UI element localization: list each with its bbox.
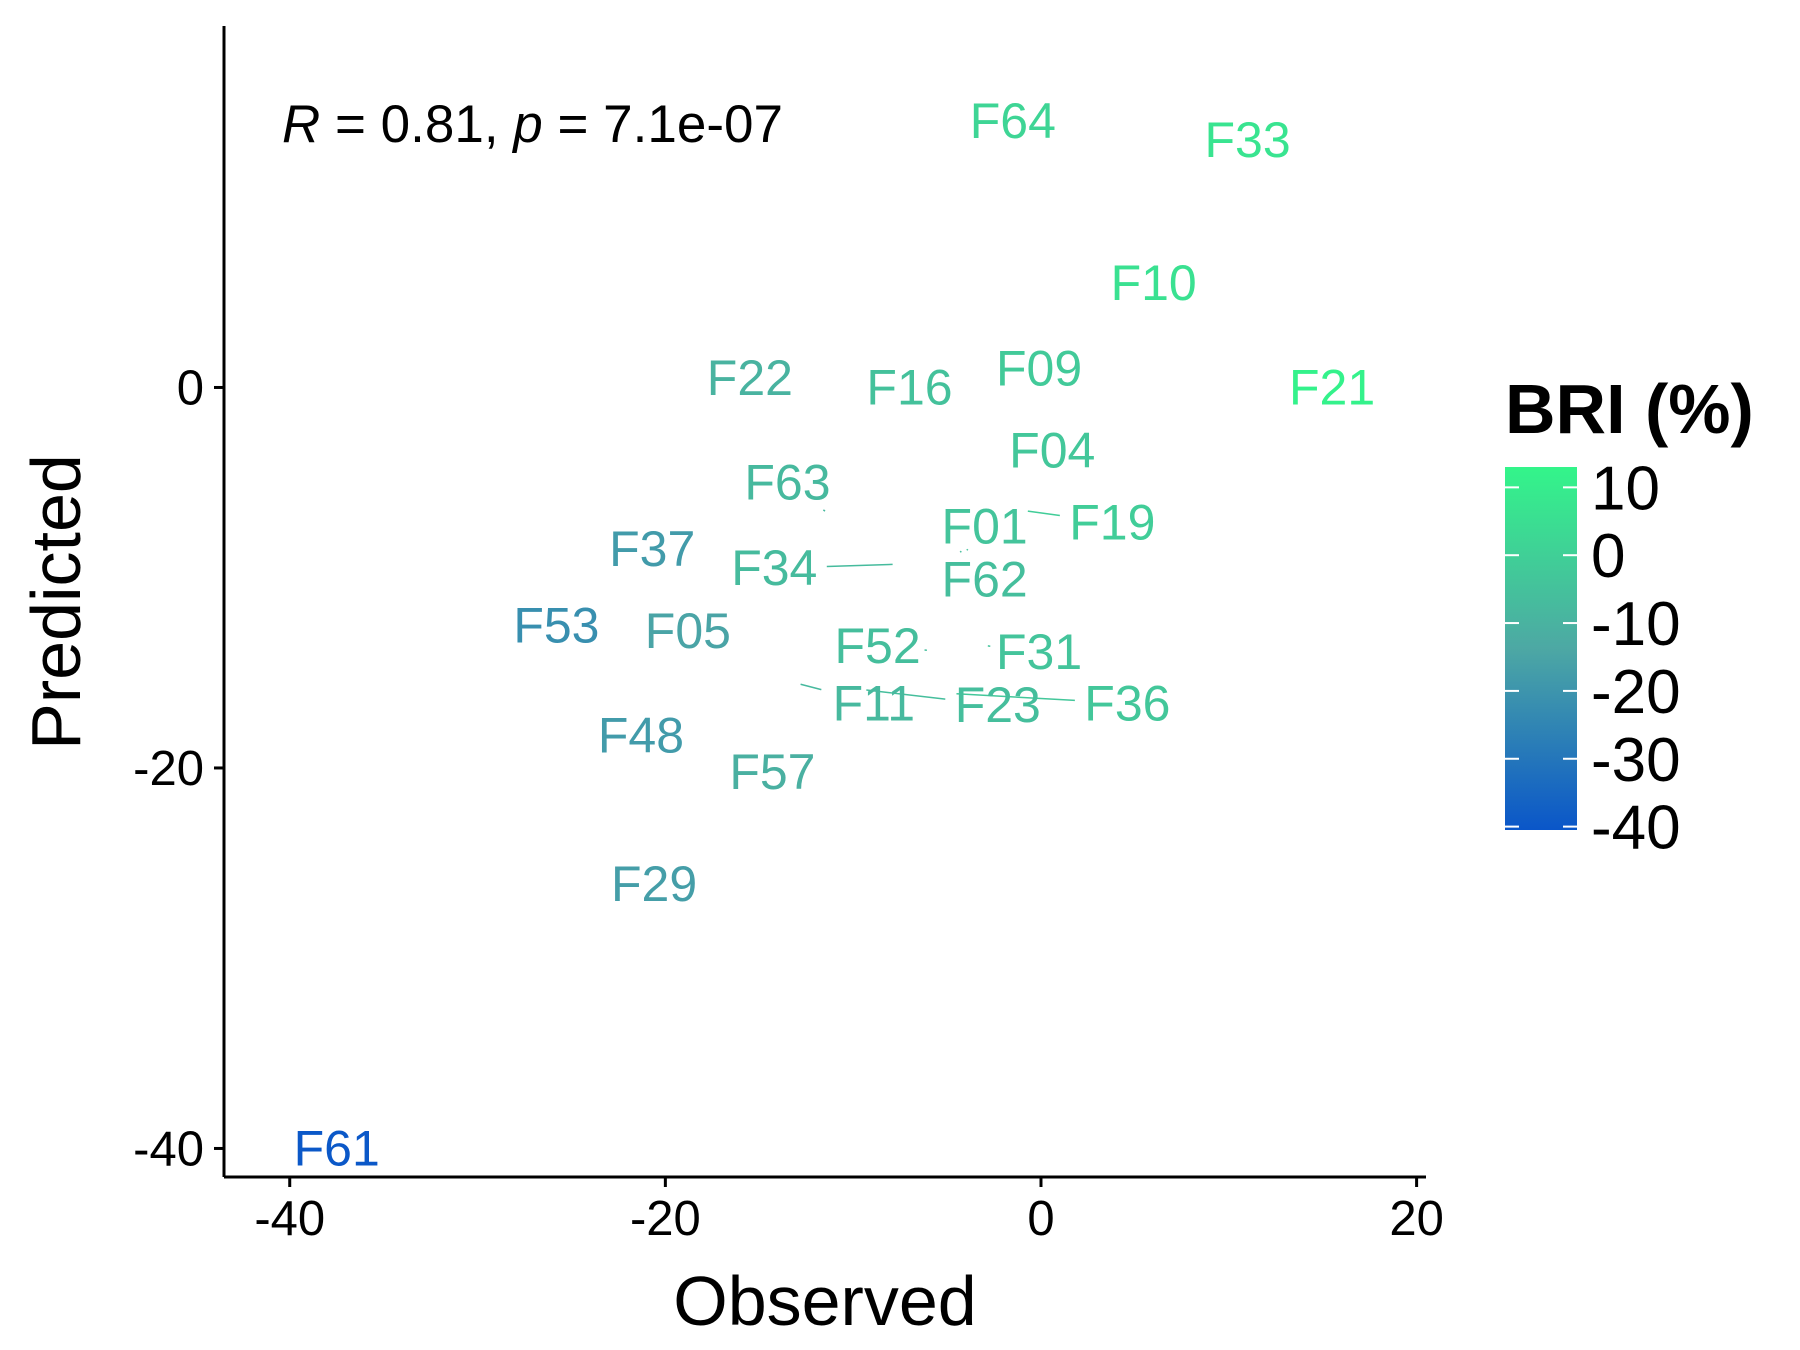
point-label-f34: F34 [731,540,817,596]
point-label-f37: F37 [609,521,695,577]
point-label-f52: F52 [835,618,921,674]
x-tick-label: 20 [1389,1192,1444,1246]
x-ticks: -40 -20 0 20 [254,1177,1444,1246]
point-label-f48: F48 [598,708,684,764]
point-label-f36: F36 [1084,675,1170,731]
point-label-f61: F61 [294,1120,380,1176]
label-segment-f23 [866,689,946,700]
point-label-f21: F21 [1289,359,1375,415]
y-ticks: -40 -20 0 [133,361,224,1176]
x-axis-title: Observed [673,1262,976,1340]
label-segment-f01 [966,548,969,551]
x-tick-label: 0 [1027,1192,1054,1246]
point-label-f23: F23 [955,677,1041,733]
r-symbol: R [282,95,320,154]
label-segment-f19 [1027,510,1060,517]
colorbar-tick-label: -40 [1591,794,1681,863]
point-label-f33: F33 [1204,112,1290,168]
point-label-f57: F57 [729,744,815,800]
colorbar-tick-label: -10 [1591,590,1681,659]
label-segment-f63 [822,509,826,512]
point-label-f22: F22 [707,350,793,406]
y-tick-label: -40 [133,1122,204,1176]
point-label-f62: F62 [942,552,1028,608]
legend-title: BRI (%) [1505,370,1754,448]
point-label-f29: F29 [611,856,697,912]
plot-area: -40 -20 0 20 -40 -20 0 F64 F33 F10 F22 F16 F09 F21 F… [133,26,1444,1246]
colorbar-tick-label: -20 [1591,658,1681,727]
label-segment-f62 [959,550,962,553]
y-tick-label: -20 [133,742,204,796]
colorbar-legend: BRI (%) 100-10-20-30-40 [1505,370,1754,863]
label-segment-f11 [800,683,822,691]
point-label-f63: F63 [744,455,830,511]
x-tick-label: -40 [254,1192,325,1246]
colorbar-tick-label: 0 [1591,522,1625,591]
colorbar-ticks: 100-10-20-30-40 [1505,454,1681,863]
correlation-annotation: R = 0.81, p = 7.1e-07 [282,95,783,154]
label-segment-f36 [956,693,1075,702]
point-label-f09: F09 [996,340,1082,396]
r-value: = 0.81, [320,95,513,154]
colorbar [1505,467,1577,830]
point-label-f05: F05 [645,603,731,659]
point-label-f10: F10 [1111,255,1197,311]
point-label-f01: F01 [942,498,1028,554]
p-symbol: p [511,95,542,154]
point-label-f19: F19 [1069,495,1155,551]
label-segment-f34 [826,563,893,568]
x-tick-label: -20 [630,1192,701,1246]
point-label-f31: F31 [996,624,1082,680]
colorbar-tick-label: 10 [1591,454,1660,523]
point-label-f53: F53 [513,597,599,653]
y-tick-label: 0 [177,361,204,415]
point-label-f16: F16 [866,359,952,415]
label-segments [800,509,1075,702]
colorbar-tick-label: -30 [1591,726,1681,795]
y-axis-title: Predicted [17,454,95,750]
point-label-f64: F64 [970,93,1056,149]
p-value: = 7.1e-07 [543,95,783,154]
point-label-f11: F11 [833,675,915,731]
point-label-f04: F04 [1009,422,1095,478]
